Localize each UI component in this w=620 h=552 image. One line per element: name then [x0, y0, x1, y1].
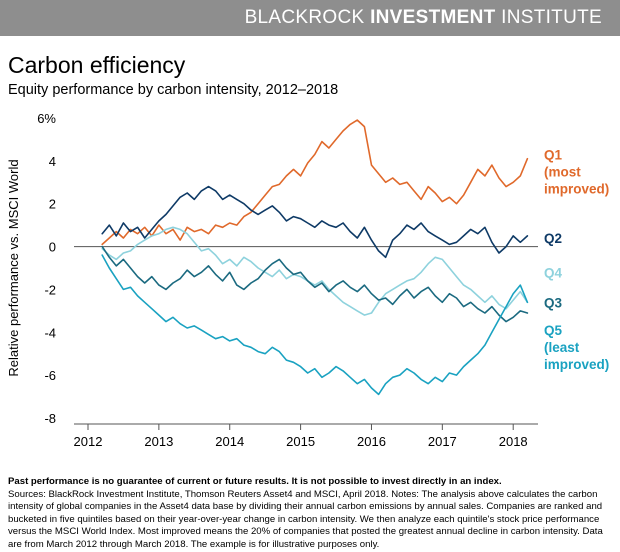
- x-tick-label: 2013: [144, 434, 173, 449]
- y-tick-label: -4: [44, 325, 56, 340]
- series-line-q4: [101, 226, 529, 316]
- header-banner: BLACKROCK INVESTMENT INSTITUTE: [0, 0, 620, 36]
- series-label-q5: (least: [544, 340, 580, 355]
- series-line-q1: [101, 119, 529, 246]
- series-line-q3: [101, 245, 529, 323]
- series-label-q1: improved): [544, 182, 609, 197]
- series-labels: Q1 (most improved) Q2 Q4 Q3 Q5 (least improved): [544, 148, 609, 372]
- x-tick-label: 2016: [357, 434, 386, 449]
- footnote-sources: Sources: BlackRock Investment Institute,…: [8, 488, 603, 550]
- series-lines: [101, 119, 529, 396]
- y-tick-label: 2: [49, 197, 56, 212]
- series-label-q4: Q4: [544, 265, 563, 280]
- series-line-q2: [101, 185, 529, 259]
- chart-axes: 6% 4 2 0 -2 -4 -6 -8 2012 2013 2014 2015 2016 2017 201…: [6, 111, 538, 449]
- brand-bold: INVESTMENT: [370, 7, 496, 28]
- series-label-q5: Q5: [544, 323, 563, 338]
- y-tick-label: 4: [49, 154, 56, 169]
- series-label-q1: Q1: [544, 148, 563, 163]
- brand-logo: BLACKROCK INVESTMENT INSTITUTE: [245, 7, 602, 29]
- series-label-q5: improved): [544, 357, 609, 372]
- x-tick-label: 2018: [499, 434, 528, 449]
- footnote-disclaimer: Past performance is no guarantee of curr…: [8, 476, 502, 487]
- x-tick-label: 2015: [286, 434, 315, 449]
- x-tick-label: 2017: [428, 434, 457, 449]
- brand-light: BLACKROCK: [244, 7, 365, 28]
- series-line-q5: [101, 254, 529, 396]
- chart-subtitle: Equity performance by carbon intensity, …: [8, 82, 339, 98]
- series-label-q2: Q2: [544, 231, 562, 246]
- x-tick-label: 2012: [74, 434, 103, 449]
- brand-rest: INSTITUTE: [501, 7, 602, 28]
- y-axis-label: Relative performance vs. MSCI World: [6, 159, 21, 376]
- chart-svg: 6% 4 2 0 -2 -4 -6 -8 2012 2013 2014 2015 2016 2017 201…: [6, 111, 609, 449]
- y-tick-label: 0: [49, 240, 56, 255]
- x-tick-label: 2014: [215, 434, 244, 449]
- series-label-q3: Q3: [544, 295, 563, 310]
- y-tick-label: -6: [44, 368, 56, 383]
- footnote: Past performance is no guarantee of curr…: [8, 476, 612, 552]
- y-tick-label: 6%: [37, 111, 56, 126]
- chart-title: Carbon efficiency: [8, 52, 186, 78]
- y-tick-label: -8: [44, 411, 56, 426]
- y-tick-label: -2: [44, 282, 56, 297]
- series-label-q1: (most: [544, 165, 581, 180]
